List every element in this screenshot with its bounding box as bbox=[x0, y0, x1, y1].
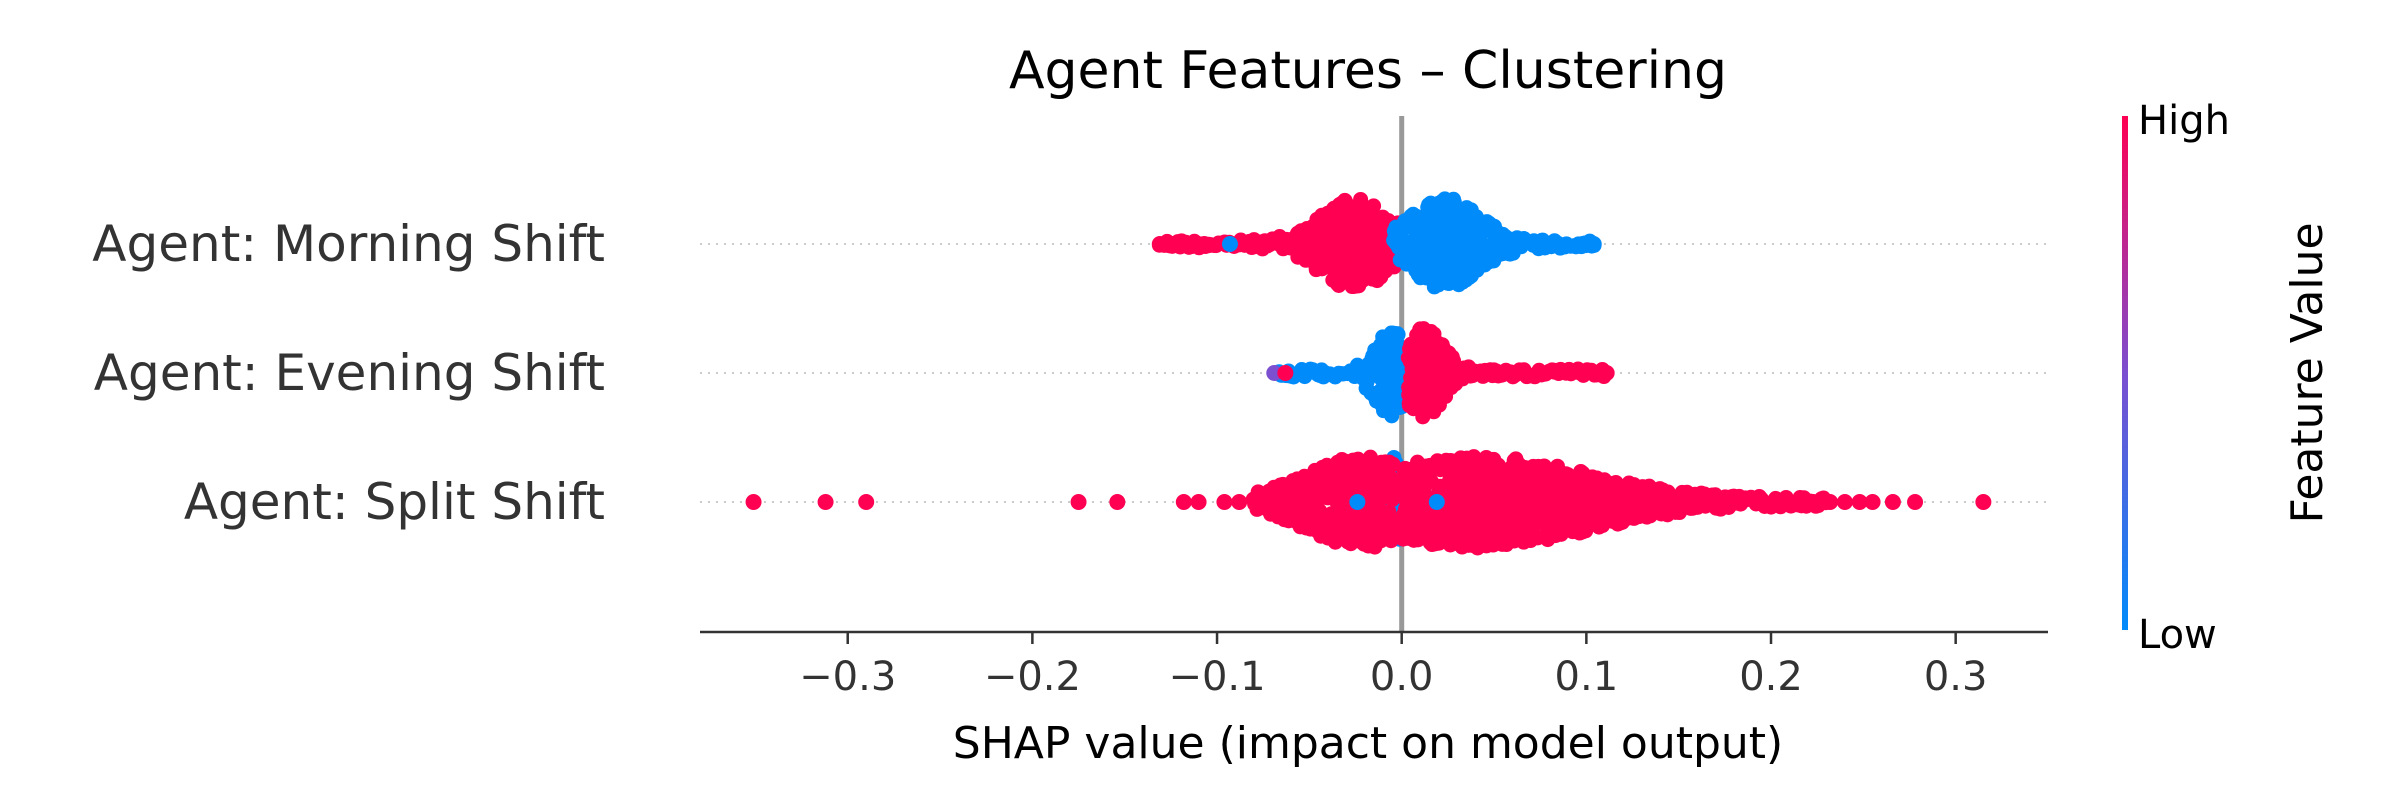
data-point bbox=[1598, 365, 1615, 381]
x-tick-label: 0.0 bbox=[1370, 654, 1434, 700]
data-point bbox=[1822, 494, 1839, 510]
data-point bbox=[1349, 494, 1366, 510]
x-tick-label: −0.2 bbox=[984, 654, 1081, 700]
data-point bbox=[1585, 365, 1602, 381]
data-point bbox=[1384, 457, 1400, 473]
feature-labels: Agent: Morning Shift Agent: Evening Shift… bbox=[92, 215, 605, 531]
beeswarm-points bbox=[745, 191, 1992, 556]
data-point bbox=[858, 494, 875, 510]
data-point bbox=[1190, 494, 1207, 510]
x-tick-label: 0.2 bbox=[1739, 654, 1803, 700]
data-point bbox=[1384, 492, 1400, 508]
x-tick-label: 0.1 bbox=[1555, 654, 1619, 700]
data-point bbox=[1444, 349, 1460, 365]
data-point bbox=[1572, 365, 1589, 381]
data-point bbox=[745, 494, 762, 510]
data-point bbox=[1851, 494, 1868, 510]
data-point bbox=[1384, 471, 1400, 487]
data-point bbox=[1164, 236, 1181, 252]
data-point bbox=[1907, 494, 1924, 510]
x-tick-label: −0.1 bbox=[1168, 654, 1265, 700]
x-tick-label: 0.3 bbox=[1924, 654, 1988, 700]
data-point bbox=[1445, 197, 1461, 213]
data-point bbox=[1574, 236, 1591, 252]
data-point bbox=[1070, 494, 1087, 510]
data-point bbox=[1249, 494, 1266, 510]
x-axis-ticks: −0.3 −0.2 −0.1 0.0 0.1 0.2 0.3 bbox=[799, 632, 1987, 700]
data-point bbox=[1188, 236, 1205, 252]
x-axis-label: SHAP value (impact on model output) bbox=[953, 718, 1783, 769]
data-point bbox=[1151, 236, 1168, 252]
data-point bbox=[1175, 236, 1192, 252]
data-point bbox=[1266, 365, 1283, 381]
data-point bbox=[1975, 494, 1992, 510]
data-point bbox=[1389, 326, 1405, 342]
data-point bbox=[1277, 365, 1294, 381]
data-point bbox=[1836, 494, 1853, 510]
data-point bbox=[1216, 494, 1233, 510]
data-point bbox=[1366, 198, 1382, 214]
data-point bbox=[1231, 494, 1248, 510]
colorbar-low-label: Low bbox=[2138, 612, 2217, 658]
colorbar-title: Feature Value bbox=[2282, 222, 2333, 523]
data-point bbox=[1884, 494, 1901, 510]
data-point bbox=[1385, 512, 1401, 528]
colorbar-high-label: High bbox=[2138, 98, 2230, 144]
feature-label: Agent: Morning Shift bbox=[92, 215, 605, 273]
data-point bbox=[1864, 494, 1881, 510]
data-point bbox=[1385, 525, 1401, 541]
colorbar bbox=[2122, 116, 2128, 630]
data-point bbox=[817, 494, 834, 510]
data-point bbox=[1109, 494, 1126, 510]
feature-label: Agent: Evening Shift bbox=[94, 344, 605, 402]
chart-title: Agent Features – Clustering bbox=[1009, 41, 1727, 101]
data-point bbox=[1221, 236, 1238, 252]
data-point bbox=[1175, 494, 1192, 510]
data-point bbox=[1428, 494, 1445, 510]
data-point bbox=[1585, 236, 1602, 252]
data-point bbox=[1550, 365, 1567, 381]
x-tick-label: −0.3 bbox=[799, 654, 896, 700]
feature-label: Agent: Split Shift bbox=[184, 473, 605, 531]
